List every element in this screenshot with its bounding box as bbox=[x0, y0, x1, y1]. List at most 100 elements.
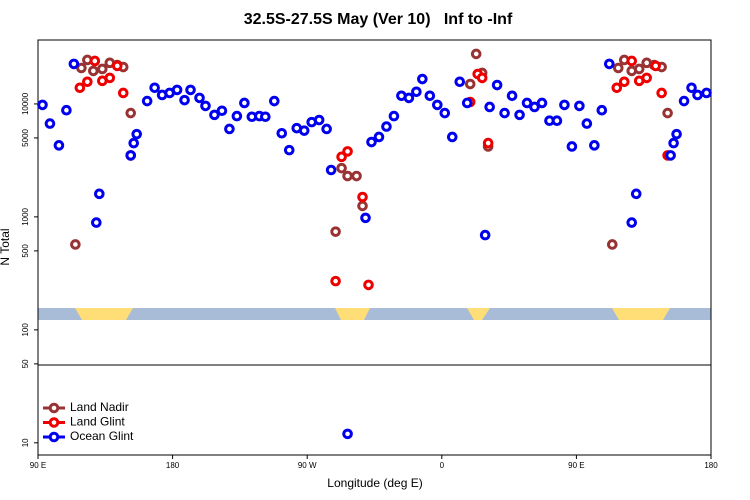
point bbox=[671, 128, 682, 140]
point bbox=[678, 95, 690, 107]
legend-marker bbox=[48, 431, 60, 443]
point bbox=[68, 58, 80, 70]
point bbox=[641, 72, 652, 84]
point bbox=[701, 87, 712, 99]
point bbox=[342, 146, 353, 157]
point bbox=[484, 101, 495, 113]
point bbox=[461, 97, 473, 109]
map-strip bbox=[38, 308, 711, 320]
point bbox=[357, 191, 368, 203]
point bbox=[417, 73, 428, 85]
point bbox=[630, 188, 642, 200]
point bbox=[342, 170, 353, 182]
point bbox=[61, 104, 72, 116]
point bbox=[185, 84, 196, 96]
point bbox=[668, 137, 679, 149]
land-shape bbox=[467, 308, 490, 320]
point bbox=[330, 226, 341, 237]
point bbox=[149, 82, 160, 94]
point bbox=[470, 48, 482, 60]
point bbox=[662, 107, 673, 119]
ocean-band bbox=[38, 308, 711, 320]
point bbox=[74, 82, 86, 94]
point bbox=[194, 92, 205, 104]
y-tick-label: 5000 bbox=[21, 128, 30, 146]
point bbox=[650, 60, 661, 72]
legend-label: Ocean Glint bbox=[70, 429, 134, 443]
point bbox=[439, 107, 451, 119]
point bbox=[111, 60, 123, 72]
point bbox=[44, 118, 56, 129]
land-shape bbox=[612, 308, 670, 320]
point bbox=[536, 97, 548, 109]
y-axis-label: N Total bbox=[0, 228, 12, 265]
point bbox=[76, 62, 87, 74]
point bbox=[125, 150, 137, 161]
legend-label: Land Glint bbox=[70, 415, 125, 429]
point bbox=[479, 229, 491, 241]
land-shape bbox=[75, 308, 133, 320]
point bbox=[88, 65, 99, 77]
point bbox=[388, 110, 400, 122]
point bbox=[665, 150, 676, 161]
point bbox=[94, 188, 105, 200]
point bbox=[357, 200, 368, 212]
y-tick-label: 1000 bbox=[21, 207, 30, 225]
point bbox=[633, 63, 645, 75]
point bbox=[336, 151, 347, 163]
point bbox=[626, 55, 638, 67]
point bbox=[581, 118, 593, 129]
point bbox=[499, 107, 510, 119]
point bbox=[342, 428, 353, 440]
point bbox=[529, 101, 540, 113]
x-tick-label: 90 W bbox=[298, 461, 317, 470]
point bbox=[411, 86, 422, 98]
point bbox=[482, 137, 494, 149]
point bbox=[321, 123, 332, 135]
point bbox=[360, 212, 371, 224]
point bbox=[424, 90, 436, 102]
point bbox=[53, 140, 65, 151]
x-tick-label: 0 bbox=[440, 461, 445, 470]
point bbox=[381, 121, 392, 132]
point bbox=[604, 58, 615, 70]
point bbox=[446, 131, 458, 143]
chart-title: 32.5S-27.5S May (Ver 10) Inf to -Inf bbox=[244, 11, 513, 28]
point bbox=[91, 217, 102, 228]
point bbox=[313, 114, 325, 126]
point bbox=[506, 90, 518, 102]
point bbox=[521, 97, 533, 109]
point bbox=[626, 217, 638, 228]
series bbox=[37, 58, 712, 440]
x-tick-label: 90 E bbox=[30, 461, 46, 470]
point bbox=[454, 76, 466, 88]
point bbox=[209, 109, 220, 121]
point bbox=[514, 109, 525, 121]
point bbox=[239, 97, 250, 109]
point bbox=[432, 99, 443, 111]
point bbox=[551, 115, 563, 127]
y-tick-label: 10000 bbox=[21, 92, 30, 115]
point bbox=[141, 95, 153, 107]
point bbox=[330, 275, 341, 287]
x-tick-label: 90 E bbox=[568, 461, 584, 470]
point bbox=[224, 123, 235, 135]
legend-label: Land Nadir bbox=[70, 400, 129, 414]
point bbox=[351, 170, 362, 182]
point bbox=[283, 144, 295, 156]
point bbox=[606, 239, 618, 250]
y-tick-label: 100 bbox=[21, 323, 30, 337]
point bbox=[276, 127, 288, 139]
point bbox=[373, 131, 385, 143]
point bbox=[82, 76, 93, 88]
point bbox=[686, 82, 697, 94]
y-tick-label: 10 bbox=[21, 438, 30, 447]
point bbox=[37, 99, 48, 111]
point bbox=[89, 55, 101, 67]
point bbox=[231, 110, 243, 122]
point bbox=[298, 125, 310, 136]
point bbox=[611, 82, 623, 94]
point bbox=[363, 279, 374, 291]
x-tick-label: 180 bbox=[704, 461, 718, 470]
